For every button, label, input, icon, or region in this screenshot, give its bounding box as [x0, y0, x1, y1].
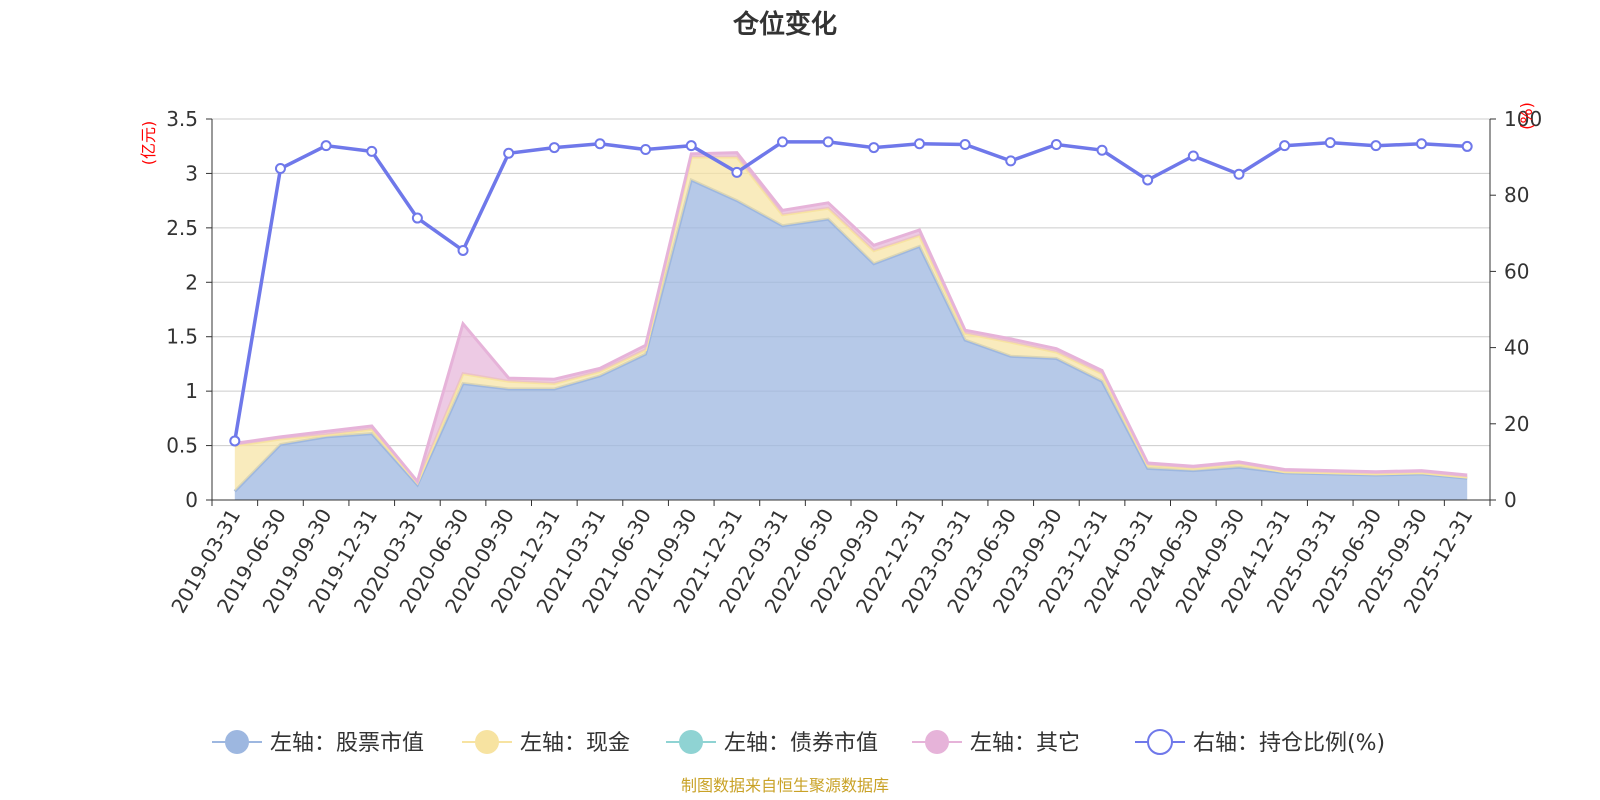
ratio-point — [959, 139, 971, 151]
ratio-point — [731, 166, 743, 178]
ratio-point — [1370, 140, 1382, 152]
ratio-point — [411, 212, 423, 224]
ratio-point — [777, 136, 789, 148]
legend-marker — [679, 730, 703, 754]
legend-marker — [1147, 729, 1173, 755]
legend-item: 左轴：债券市值 — [666, 730, 878, 756]
ratio-point — [548, 142, 560, 154]
ratio-point — [229, 435, 241, 447]
ratio-point — [913, 138, 925, 150]
ratio-point — [1187, 150, 1199, 162]
left-axis-unit: (亿元) — [139, 121, 158, 166]
ratio-point — [366, 145, 378, 157]
legend-label: 右轴：持仓比例(%) — [1193, 731, 1385, 756]
ratio-line-path — [233, 140, 1468, 442]
position-ratio-line — [229, 136, 1473, 447]
right-axis-tick-label: 80 — [1504, 183, 1529, 207]
legend-marker — [475, 730, 499, 754]
ratio-point — [503, 147, 515, 159]
legend-label: 左轴：股票市值 — [270, 731, 424, 756]
ratio-point — [1461, 140, 1473, 152]
legend-item: 右轴：持仓比例(%) — [1135, 729, 1385, 756]
ratio-point — [1324, 137, 1336, 149]
ratio-point — [1050, 139, 1062, 151]
data-source-note: 制图数据来自恒生聚源数据库 — [681, 776, 889, 795]
legend-marker — [925, 730, 949, 754]
right-axis-tick-label: 20 — [1504, 412, 1529, 436]
ratio-point — [822, 136, 834, 148]
ratio-point — [685, 140, 697, 152]
stacked-areas — [233, 151, 1468, 500]
left-axis-tick-label: 2.5 — [166, 216, 198, 240]
ratio-point — [1142, 174, 1154, 186]
ratio-point — [320, 140, 332, 152]
right-axis-tick-label: 60 — [1504, 259, 1529, 283]
left-axis-tick-label: 0.5 — [166, 434, 198, 458]
legend-label: 左轴：其它 — [970, 731, 1080, 756]
left-axis-tick-label: 1.5 — [166, 325, 198, 349]
legend-label: 左轴：债券市值 — [724, 731, 878, 756]
legend-item: 左轴：股票市值 — [212, 730, 424, 756]
ratio-point — [1279, 140, 1291, 152]
ratio-point — [868, 142, 880, 154]
legend-label: 左轴：现金 — [520, 731, 630, 756]
left-axis-tick-label: 1 — [185, 379, 198, 403]
ratio-point — [1233, 168, 1245, 180]
ratio-point — [1416, 138, 1428, 150]
ratio-point — [594, 138, 606, 150]
area-edge-3 — [234, 151, 1468, 485]
ratio-point — [640, 143, 652, 155]
right-axis-tick-label: 40 — [1504, 336, 1529, 360]
right-axis-tick-label: 100 — [1504, 107, 1542, 131]
left-axis-tick-label: 3 — [185, 161, 198, 185]
ratio-point — [1096, 144, 1108, 156]
legend-item: 左轴：现金 — [462, 730, 630, 756]
right-axis-unit: (%) — [1517, 102, 1536, 130]
legend: 左轴：股票市值 左轴：现金 左轴：债券市值 左轴：其它 右轴：持仓比例(%) — [212, 729, 1385, 756]
left-axis-tick-label: 3.5 — [166, 107, 198, 131]
chart-title: 仓位变化 — [732, 9, 837, 40]
right-axis-tick-label: 0 — [1504, 488, 1517, 512]
legend-marker — [225, 730, 249, 754]
ratio-point — [1005, 155, 1017, 167]
legend-item: 左轴：其它 — [912, 730, 1080, 756]
ratio-point — [457, 244, 469, 256]
area-series-0 — [234, 180, 1468, 500]
ratio-point — [274, 163, 286, 175]
left-axis-tick-label: 2 — [185, 270, 198, 294]
left-axis-tick-label: 0 — [185, 488, 198, 512]
